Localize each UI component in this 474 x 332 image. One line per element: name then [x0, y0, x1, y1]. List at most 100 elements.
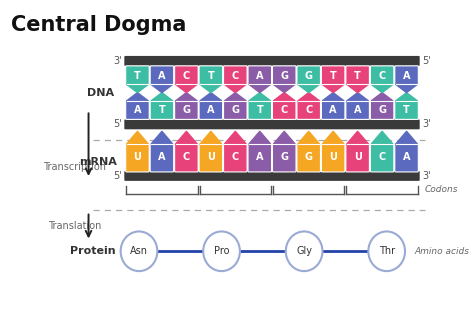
- Text: T: T: [208, 71, 214, 81]
- Polygon shape: [151, 131, 173, 144]
- Polygon shape: [322, 131, 344, 144]
- Text: Codons: Codons: [424, 185, 458, 194]
- Text: 3': 3': [422, 119, 431, 129]
- FancyBboxPatch shape: [321, 66, 345, 85]
- Polygon shape: [175, 84, 197, 93]
- FancyBboxPatch shape: [199, 143, 223, 172]
- FancyBboxPatch shape: [395, 66, 419, 85]
- Text: G: G: [378, 105, 386, 115]
- Text: T: T: [403, 105, 410, 115]
- FancyBboxPatch shape: [370, 66, 394, 85]
- Text: C: C: [232, 152, 239, 162]
- FancyBboxPatch shape: [346, 66, 369, 85]
- Polygon shape: [347, 93, 368, 101]
- Polygon shape: [298, 84, 319, 93]
- Text: U: U: [354, 152, 362, 162]
- Text: A: A: [403, 71, 410, 81]
- Polygon shape: [127, 84, 148, 93]
- Text: Central Dogma: Central Dogma: [10, 15, 186, 35]
- Polygon shape: [249, 131, 271, 144]
- Text: A: A: [134, 105, 141, 115]
- FancyBboxPatch shape: [248, 143, 272, 172]
- FancyBboxPatch shape: [124, 120, 419, 129]
- Text: C: C: [305, 105, 312, 115]
- Text: 5': 5': [113, 119, 121, 129]
- Text: Protein: Protein: [70, 246, 116, 256]
- Text: C: C: [232, 71, 239, 81]
- Text: 3': 3': [113, 56, 121, 66]
- Polygon shape: [371, 93, 393, 101]
- FancyBboxPatch shape: [273, 100, 296, 120]
- Text: G: G: [231, 105, 239, 115]
- Polygon shape: [249, 93, 271, 101]
- Text: U: U: [134, 152, 141, 162]
- Text: 3': 3': [422, 171, 431, 181]
- Circle shape: [121, 231, 157, 271]
- Text: G: G: [280, 152, 288, 162]
- FancyBboxPatch shape: [126, 66, 149, 85]
- FancyBboxPatch shape: [174, 66, 198, 85]
- Text: C: C: [183, 152, 190, 162]
- Polygon shape: [273, 131, 295, 144]
- Text: G: G: [280, 71, 288, 81]
- Polygon shape: [151, 84, 173, 93]
- FancyBboxPatch shape: [248, 66, 272, 85]
- Text: C: C: [378, 152, 386, 162]
- Polygon shape: [347, 131, 368, 144]
- Text: G: G: [182, 105, 191, 115]
- Text: T: T: [354, 71, 361, 81]
- Text: 5': 5': [422, 56, 431, 66]
- Polygon shape: [322, 93, 344, 101]
- Polygon shape: [225, 84, 246, 93]
- Polygon shape: [175, 131, 197, 144]
- Text: T: T: [134, 71, 141, 81]
- Polygon shape: [225, 131, 246, 144]
- Text: U: U: [207, 152, 215, 162]
- Text: Translation: Translation: [48, 221, 101, 231]
- FancyBboxPatch shape: [126, 143, 149, 172]
- Polygon shape: [225, 93, 246, 101]
- Polygon shape: [200, 93, 222, 101]
- Text: G: G: [305, 71, 313, 81]
- Text: Asn: Asn: [130, 246, 148, 256]
- FancyBboxPatch shape: [370, 100, 394, 120]
- FancyBboxPatch shape: [395, 143, 419, 172]
- Polygon shape: [151, 93, 173, 101]
- Polygon shape: [175, 93, 197, 101]
- FancyBboxPatch shape: [224, 100, 247, 120]
- Text: Transcription: Transcription: [43, 162, 106, 172]
- Polygon shape: [322, 84, 344, 93]
- Polygon shape: [200, 131, 222, 144]
- Polygon shape: [200, 84, 222, 93]
- FancyBboxPatch shape: [346, 143, 369, 172]
- FancyBboxPatch shape: [124, 171, 419, 181]
- FancyBboxPatch shape: [224, 143, 247, 172]
- Polygon shape: [273, 84, 295, 93]
- FancyBboxPatch shape: [346, 100, 369, 120]
- FancyBboxPatch shape: [297, 143, 320, 172]
- FancyBboxPatch shape: [150, 100, 173, 120]
- Text: A: A: [256, 152, 264, 162]
- FancyBboxPatch shape: [297, 66, 320, 85]
- Text: A: A: [256, 71, 264, 81]
- FancyBboxPatch shape: [124, 56, 419, 66]
- FancyBboxPatch shape: [224, 66, 247, 85]
- Polygon shape: [371, 131, 393, 144]
- Text: T: T: [158, 105, 165, 115]
- Polygon shape: [127, 93, 148, 101]
- Polygon shape: [249, 84, 271, 93]
- Polygon shape: [298, 131, 319, 144]
- FancyBboxPatch shape: [297, 100, 320, 120]
- Text: Pro: Pro: [214, 246, 229, 256]
- Text: Gly: Gly: [296, 246, 312, 256]
- Text: Amino acids: Amino acids: [414, 247, 469, 256]
- FancyBboxPatch shape: [199, 100, 223, 120]
- Text: A: A: [329, 105, 337, 115]
- FancyBboxPatch shape: [150, 143, 173, 172]
- Text: G: G: [305, 152, 313, 162]
- Polygon shape: [396, 131, 418, 144]
- FancyBboxPatch shape: [248, 100, 272, 120]
- Text: A: A: [354, 105, 361, 115]
- Polygon shape: [396, 93, 418, 101]
- FancyBboxPatch shape: [174, 100, 198, 120]
